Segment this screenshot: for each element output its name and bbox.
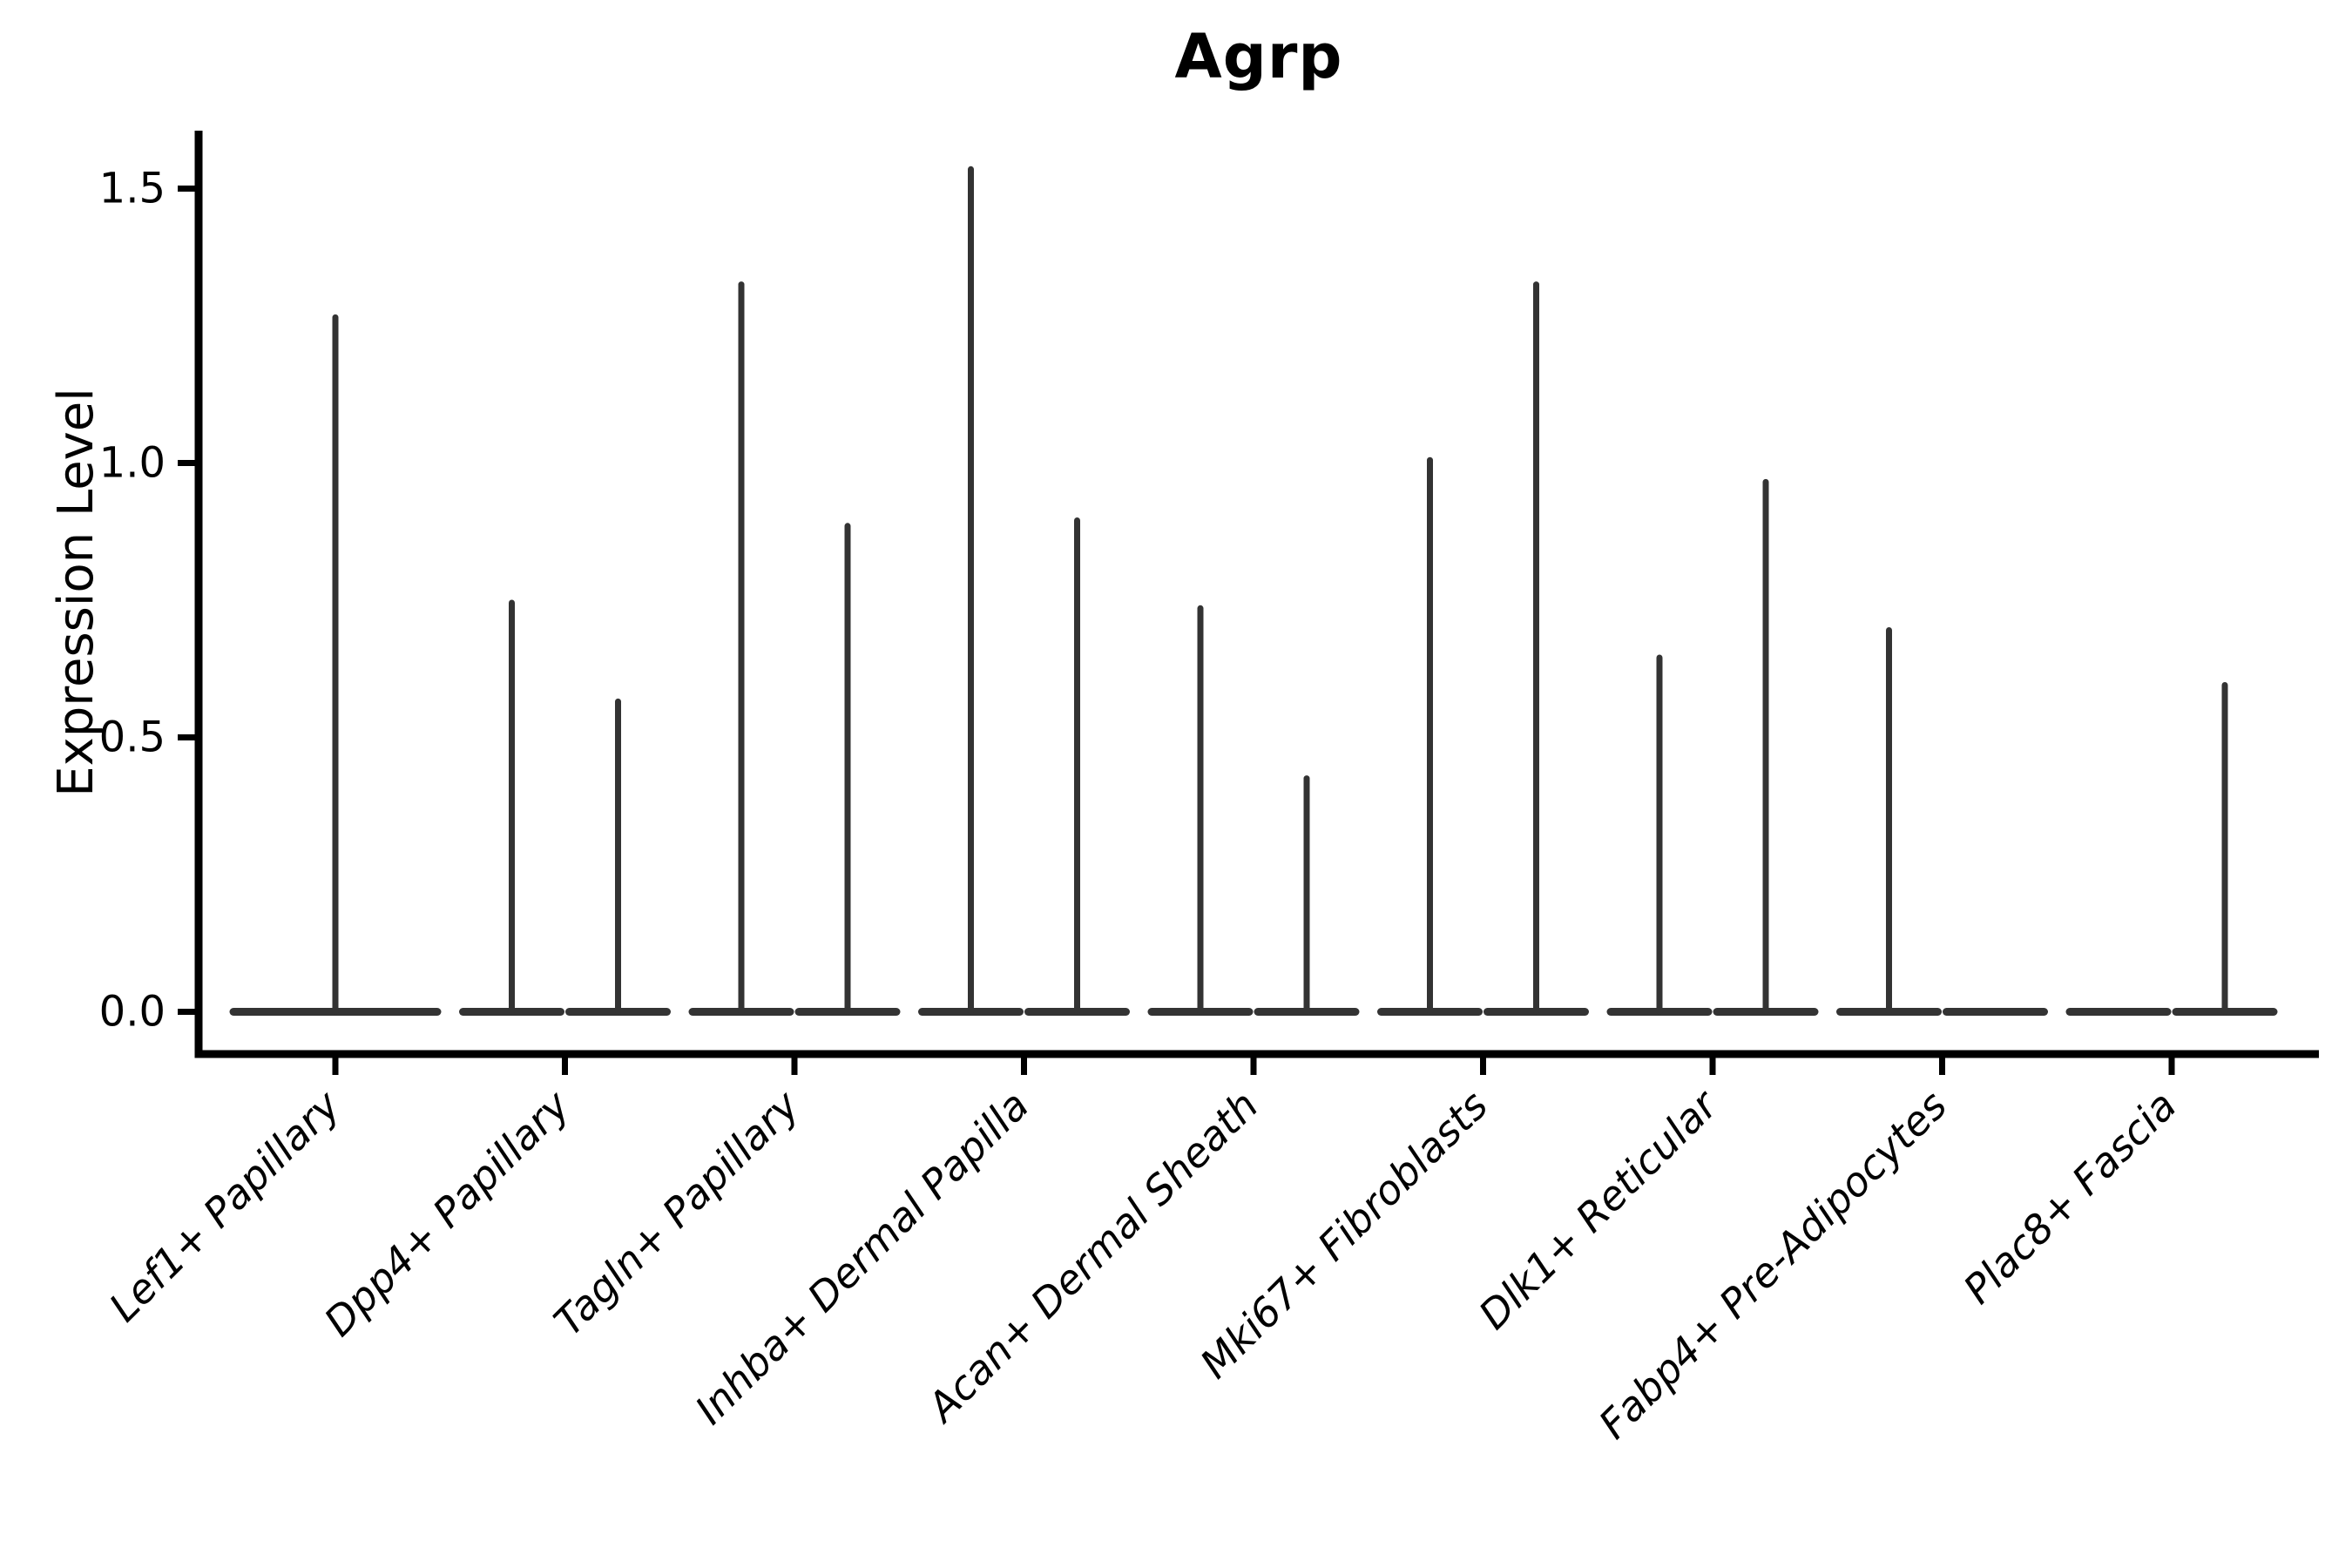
y-axis-label: Expression Level (48, 388, 105, 797)
x-tick-label: Dpp4+ Papillary (315, 1081, 579, 1345)
y-tick-label: 1.0 (99, 439, 166, 488)
x-tick-label: Plac8+ Fascia (1954, 1082, 2185, 1313)
x-tick-label: Lef1+ Papillary (100, 1081, 349, 1330)
x-tick-label: Tagln+ Papillary (544, 1081, 808, 1345)
chart-title: Agrp (1174, 21, 1343, 92)
y-tick-label: 1.5 (99, 165, 166, 213)
x-tick-label: Dlk1+ Reticular (1470, 1079, 1728, 1338)
y-tick-label: 0.0 (99, 988, 166, 1037)
y-tick-label: 0.5 (99, 713, 166, 762)
